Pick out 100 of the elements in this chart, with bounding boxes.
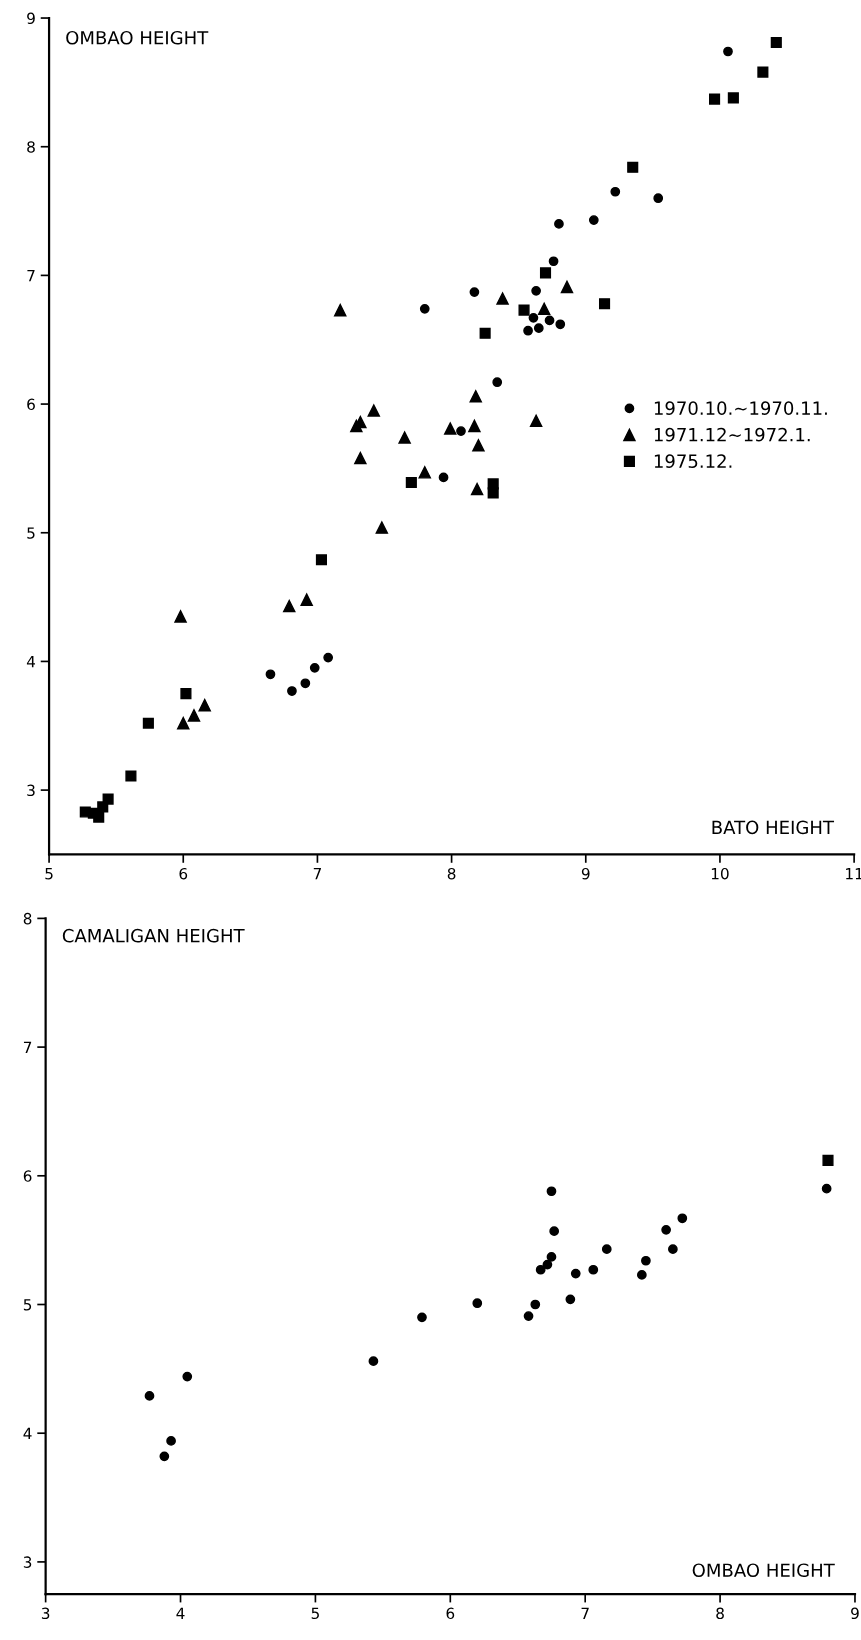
point [528,312,539,323]
legend-label: 1970.10.∼1970.11. [654,401,827,415]
point [653,193,664,204]
point [419,303,430,314]
point [542,1259,553,1270]
point [144,1391,155,1401]
point [539,267,552,279]
point [546,1252,557,1262]
point [492,377,503,388]
point [531,285,541,296]
point [102,793,114,805]
point [174,610,187,623]
y-tick-label: 4 [23,1427,32,1440]
point [159,1451,170,1462]
point [560,280,574,294]
point [456,426,466,436]
point [598,298,611,310]
point [93,811,105,823]
legend-label: 1971.12∼1972.1. [654,427,810,442]
point [770,36,782,49]
point [182,1371,193,1382]
legend-label: 1975.12. [654,454,732,468]
point [535,1264,546,1275]
x-tick-label: 8 [716,1607,724,1620]
point [375,521,389,534]
y-tick-label: 4 [26,656,36,668]
point [518,304,530,316]
point [822,1154,834,1166]
point [333,303,347,317]
y-tick-label: 7 [27,270,35,282]
point [727,92,739,104]
point [287,686,297,696]
point [180,688,192,700]
y-axis-title: OMBAO HEIGHT [66,30,209,45]
x-axis-title: OMBAO HEIGHT [692,1563,835,1578]
point [468,419,481,433]
x-tick-label: 9 [851,1607,859,1620]
point [444,422,457,435]
point [405,477,417,489]
point [315,554,328,566]
point [309,662,320,673]
point [610,186,621,197]
x-tick-label: 6 [446,1607,455,1620]
point [418,466,432,479]
point [537,302,551,316]
point [533,323,544,334]
point [125,770,137,782]
point [469,287,480,297]
point [166,1436,176,1446]
point [588,1264,599,1275]
point [723,46,733,57]
point [570,1268,581,1279]
point [438,472,449,483]
y-tick-label: 5 [23,1299,32,1311]
point [265,669,276,680]
point [417,1312,427,1323]
point [548,256,559,267]
point [479,327,491,339]
point [529,414,543,428]
x-tick-label: 6 [179,867,188,880]
point [565,1294,576,1305]
y-tick-label: 8 [23,912,32,925]
point [668,1244,678,1255]
y-tick-label: 6 [27,398,35,411]
x-tick-label: 5 [311,1607,319,1620]
point [198,698,211,712]
point [398,431,411,444]
y-tick-label: 3 [27,784,35,797]
point [641,1255,651,1266]
point [142,717,154,729]
point [549,1226,560,1237]
y-tick-label: 6 [23,1170,32,1182]
point [368,1356,379,1366]
point [282,599,296,613]
point [601,1244,612,1255]
y-tick-label: 5 [27,527,35,539]
point [757,66,769,78]
point [661,1224,671,1235]
x-tick-label: 8 [447,867,456,880]
point [176,716,190,730]
point [677,1213,688,1224]
x-tick-label: 7 [313,868,321,880]
point [523,1311,534,1321]
y-tick-label: 8 [27,141,35,153]
point [821,1183,832,1194]
x-axis-title: BATO HEIGHT [712,820,835,835]
point [546,1186,557,1197]
point [496,292,509,305]
point [555,319,566,330]
point [636,1270,647,1280]
point [530,1299,541,1310]
point [470,482,484,496]
y-tick-label: 9 [27,12,35,25]
x-tick-label: 5 [45,868,53,880]
y-axis-title: CAMALIGAN HEIGHT [62,928,245,943]
point [300,678,311,689]
y-tick-label: 3 [23,1556,32,1568]
point [487,487,499,499]
x-tick-label: 4 [176,1607,185,1619]
point [354,451,367,465]
